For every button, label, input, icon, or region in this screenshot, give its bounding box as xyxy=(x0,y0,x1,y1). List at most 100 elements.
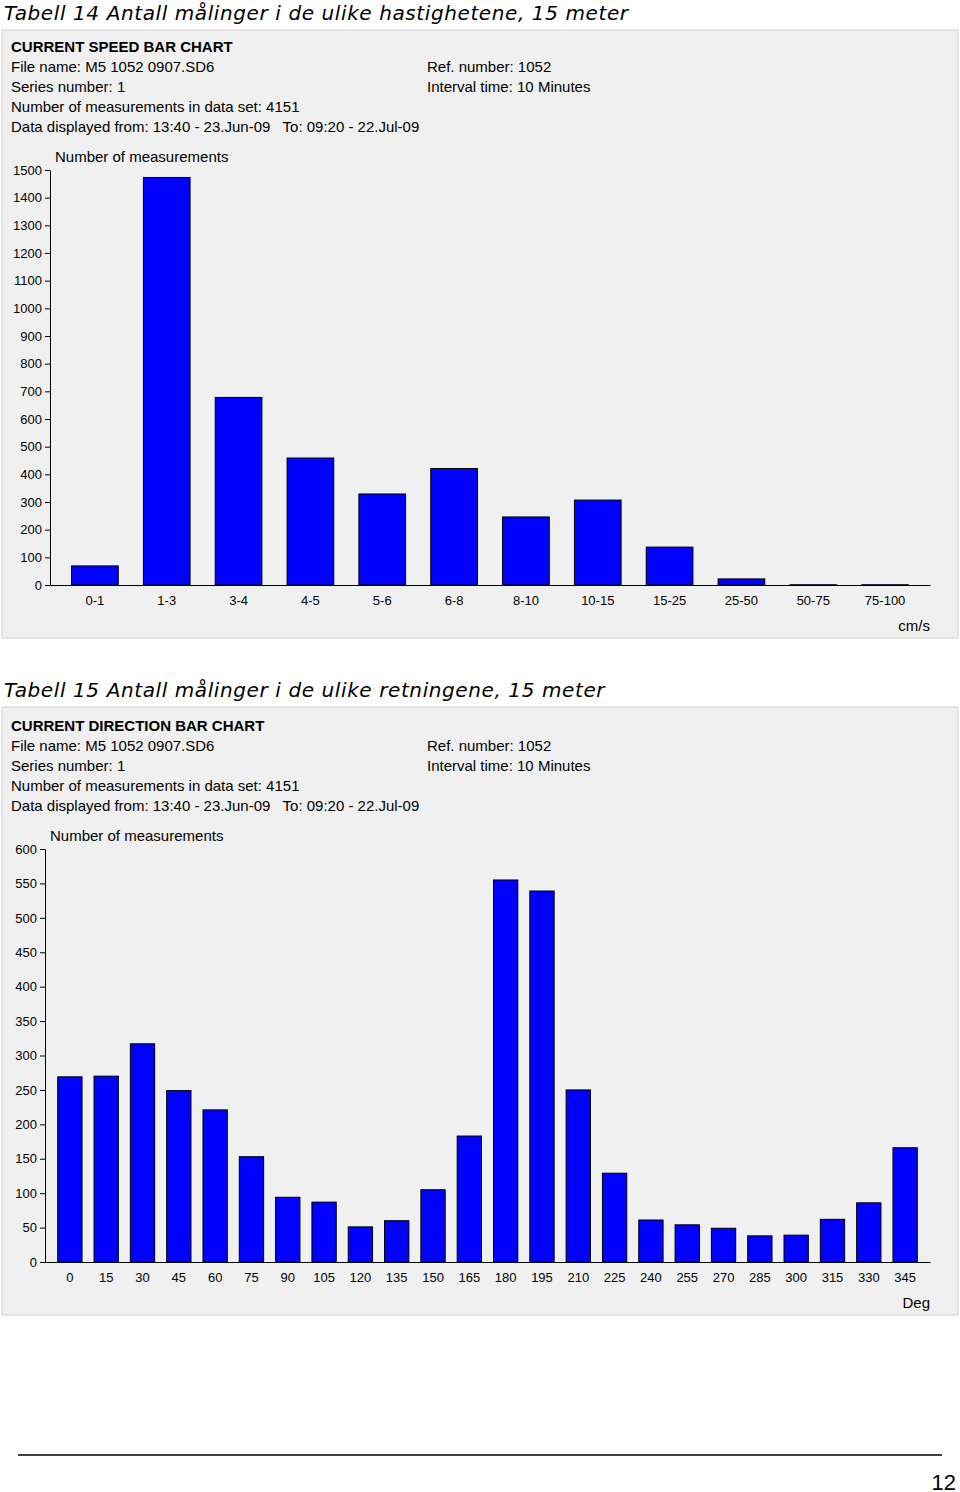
y-tick: 200 xyxy=(20,522,50,537)
tick-label: 250 xyxy=(15,1083,37,1098)
chart-panel xyxy=(2,707,958,1315)
tick-mark xyxy=(45,281,50,282)
tick-label: 180 xyxy=(495,1270,517,1285)
tick-label: 120 xyxy=(350,1270,372,1285)
x-tick: 330 xyxy=(858,1262,880,1285)
tick-label: 200 xyxy=(15,1117,37,1132)
x-tick: 210 xyxy=(567,1262,589,1285)
bar xyxy=(312,1202,336,1262)
tick-label: 0 xyxy=(35,578,42,593)
bar xyxy=(167,1091,191,1262)
y-tick: 800 xyxy=(20,356,50,371)
tick-label: 500 xyxy=(15,910,37,925)
y-tick: 0 xyxy=(35,578,50,593)
tick-label: 150 xyxy=(422,1270,444,1285)
bar xyxy=(862,584,909,585)
tick-mark xyxy=(45,502,50,503)
y-axis-title: Number of measurements xyxy=(55,148,228,165)
x-tick: 225 xyxy=(604,1262,626,1285)
tick-mark xyxy=(45,530,50,531)
x-tick: 45 xyxy=(172,1262,186,1285)
tick-label: 1-3 xyxy=(157,593,176,608)
bar xyxy=(130,1044,154,1262)
bar xyxy=(58,1077,82,1262)
tick-label: 400 xyxy=(20,467,42,482)
x-tick: 4-5 xyxy=(301,585,320,608)
tick-label: 4-5 xyxy=(301,593,320,608)
tick-label: 165 xyxy=(458,1270,480,1285)
caption: Tabell 14 Antall målinger i de ulike has… xyxy=(4,1,630,25)
bars xyxy=(72,177,909,585)
y-axis-title: Number of measurements xyxy=(50,827,223,844)
tick-label: 800 xyxy=(20,356,42,371)
x-tick: 1-3 xyxy=(157,585,176,608)
x-tick: 195 xyxy=(531,1262,553,1285)
tick-label: 100 xyxy=(15,1186,37,1201)
tick-mark xyxy=(45,336,50,337)
tick-mark xyxy=(40,849,45,850)
bar xyxy=(143,177,190,585)
chart-title: CURRENT SPEED BAR CHART xyxy=(11,38,233,55)
tick-mark xyxy=(45,391,50,392)
x-tick: 300 xyxy=(785,1262,807,1285)
axis-line xyxy=(45,850,46,1263)
tick-label: 315 xyxy=(822,1270,844,1285)
bar xyxy=(239,1157,263,1262)
tick-label: 60 xyxy=(208,1270,222,1285)
y-tick: 500 xyxy=(15,910,45,925)
tick-label: 105 xyxy=(313,1270,335,1285)
bar xyxy=(493,880,517,1262)
tick-label: 225 xyxy=(604,1270,626,1285)
y-tick: 400 xyxy=(20,467,50,482)
header-info: Series number: 1 xyxy=(11,757,125,774)
tick-label: 200 xyxy=(20,522,42,537)
axis-line xyxy=(46,1262,931,1263)
bar xyxy=(457,1136,481,1262)
y-tick: 0 xyxy=(30,1255,45,1270)
x-tick: 135 xyxy=(386,1262,408,1285)
tick-mark xyxy=(40,1090,45,1091)
tick-mark xyxy=(45,170,50,171)
axis-line xyxy=(51,585,931,586)
page: Tabell 14 Antall målinger i de ulike has… xyxy=(0,0,960,1492)
tick-label: 600 xyxy=(15,842,37,857)
tick-mark xyxy=(40,1262,45,1263)
bar xyxy=(602,1173,626,1262)
tick-label: 75-100 xyxy=(865,593,905,608)
tick-mark xyxy=(45,557,50,558)
x-tick: 8-10 xyxy=(513,585,539,608)
tick-label: 3-4 xyxy=(229,593,248,608)
tick-label: 330 xyxy=(858,1270,880,1285)
bar xyxy=(711,1228,735,1262)
tick-mark xyxy=(45,225,50,226)
x-tick: 165 xyxy=(458,1262,480,1285)
bar xyxy=(566,1090,590,1262)
tick-mark xyxy=(40,1021,45,1022)
tick-label: 50 xyxy=(23,1220,37,1235)
caption: Tabell 15 Antall målinger i de ulike ret… xyxy=(4,678,606,702)
tick-mark xyxy=(45,364,50,365)
y-tick: 400 xyxy=(15,979,45,994)
y-tick: 300 xyxy=(20,495,50,510)
axis-line xyxy=(50,171,51,586)
bar xyxy=(421,1190,445,1262)
x-tick: 15-25 xyxy=(653,585,686,608)
x-tick: 345 xyxy=(894,1262,916,1285)
tick-label: 90 xyxy=(281,1270,295,1285)
tick-mark xyxy=(45,474,50,475)
y-tick: 600 xyxy=(15,842,45,857)
tick-label: 1100 xyxy=(14,273,42,288)
header-info: Number of measurements in data set: 4151 xyxy=(11,777,300,794)
header-info: Ref. number: 1052 xyxy=(427,58,551,75)
tick-label: 400 xyxy=(15,979,37,994)
x-tick: 6-8 xyxy=(445,585,464,608)
bar xyxy=(748,1236,772,1262)
tick-label: 5-6 xyxy=(373,593,392,608)
y-tick: 200 xyxy=(15,1117,45,1132)
tick-mark xyxy=(40,883,45,884)
y-tick: 700 xyxy=(20,384,50,399)
x-axis-title: cm/s xyxy=(898,617,930,634)
tick-mark xyxy=(40,1193,45,1194)
x-tick: 30 xyxy=(135,1262,149,1285)
page-number: 12 xyxy=(932,1470,956,1492)
